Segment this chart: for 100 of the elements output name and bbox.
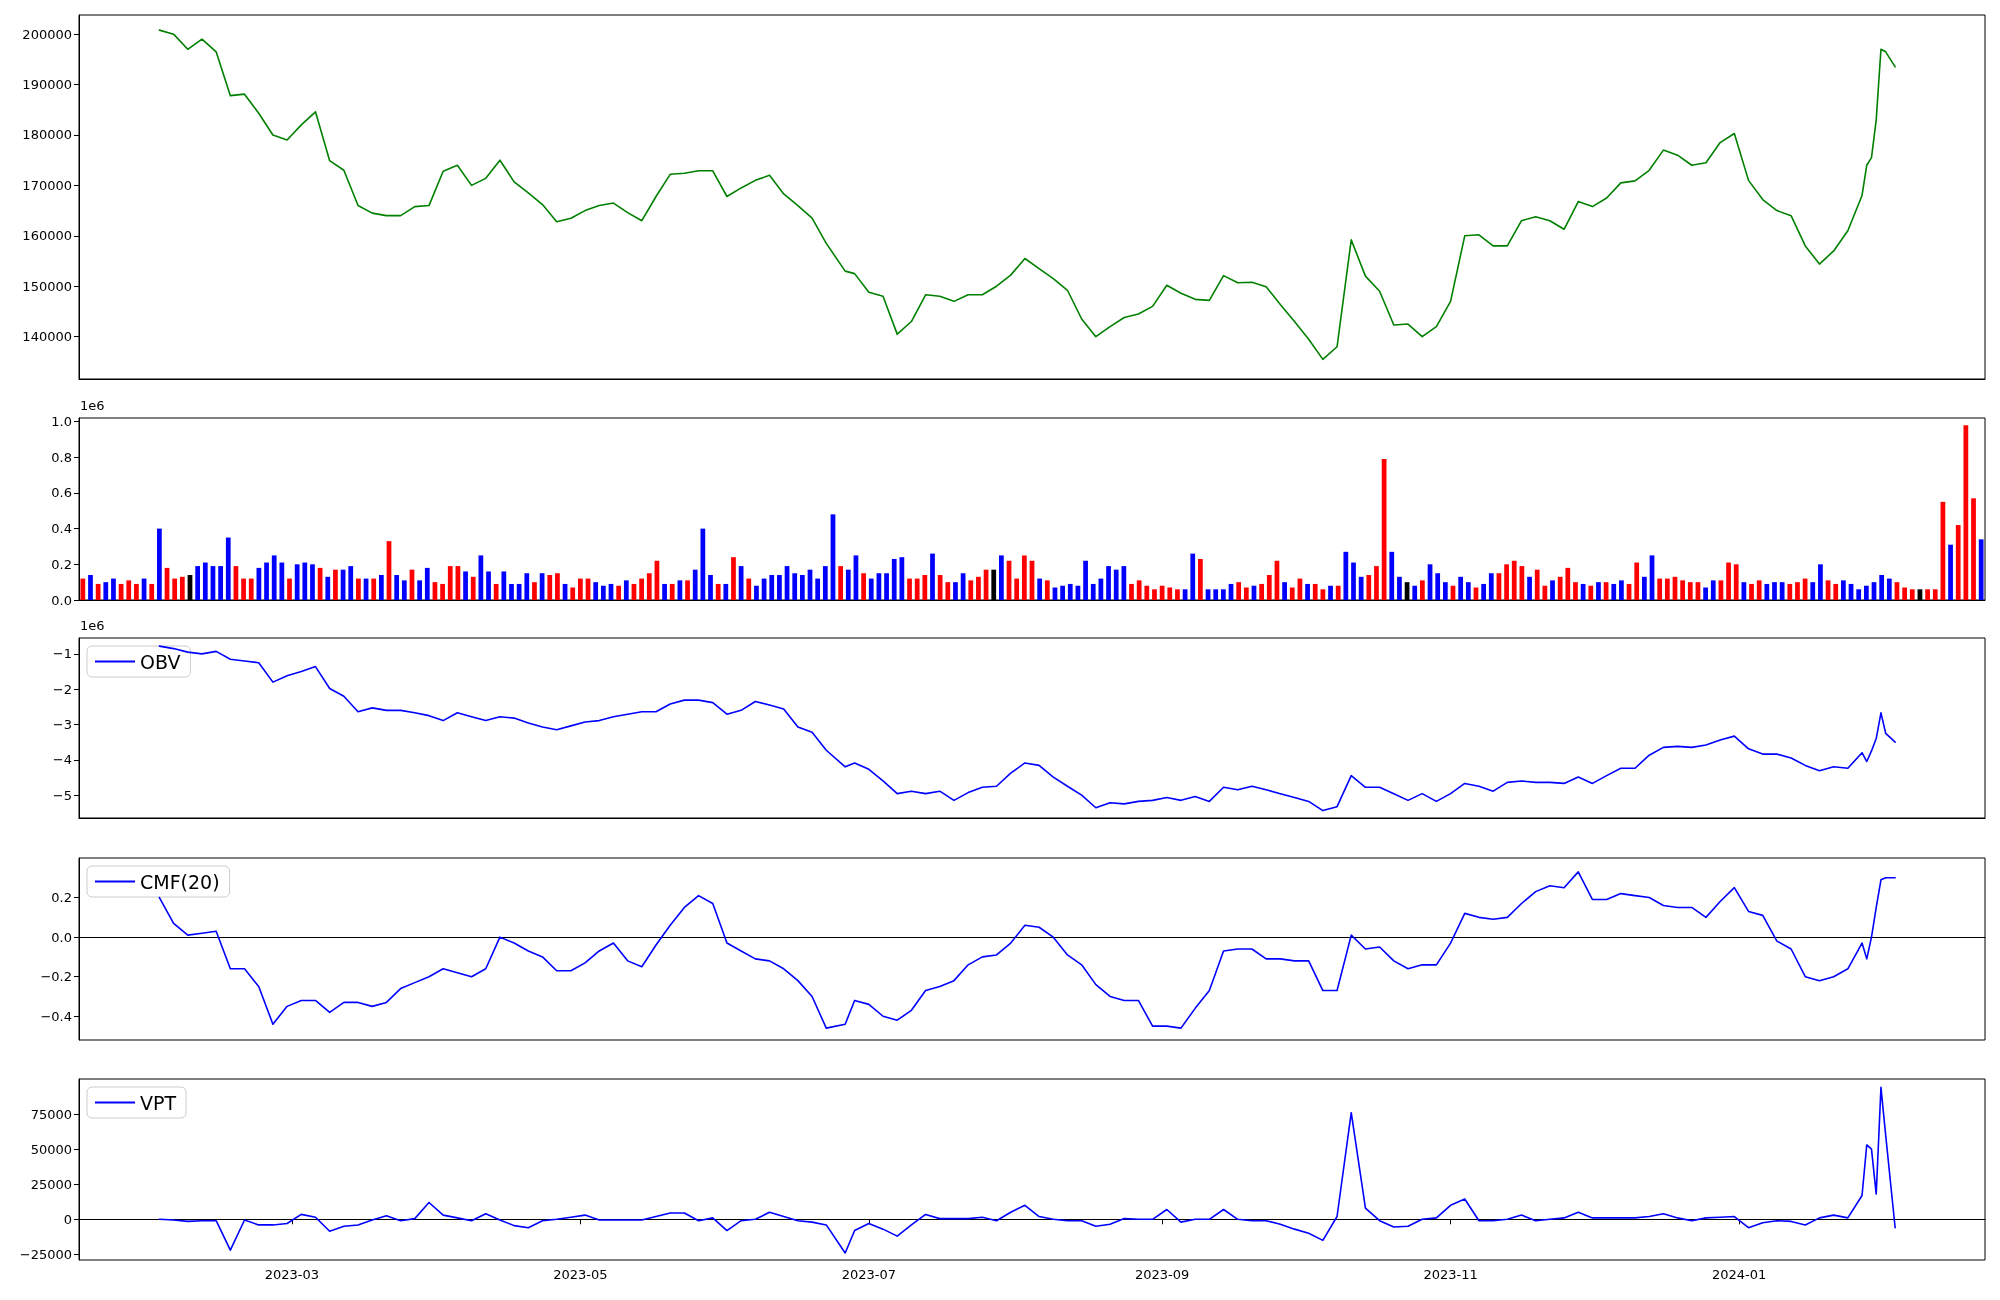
bar (822, 566, 828, 600)
bar (1573, 582, 1578, 600)
bar (1412, 585, 1418, 600)
bar (1511, 560, 1517, 600)
bar (348, 566, 354, 600)
bar (424, 567, 430, 600)
legend-label: CMF(20) (140, 870, 220, 893)
bar (1435, 573, 1441, 600)
bar (1978, 539, 1984, 600)
bar (1090, 583, 1096, 600)
bar (172, 578, 178, 600)
bar (623, 580, 629, 600)
bar (669, 583, 675, 600)
y-axis-title: 1e6 (80, 618, 105, 633)
bar (1879, 575, 1885, 600)
y-tick-label: 0.0 (51, 592, 72, 608)
bar (218, 566, 223, 600)
bar (1557, 576, 1563, 600)
bar (1733, 564, 1739, 600)
bar (1772, 582, 1777, 600)
bar (179, 576, 185, 600)
bar (838, 566, 844, 600)
bar (1106, 566, 1111, 600)
bar (769, 575, 775, 600)
bar (754, 585, 759, 600)
bar (493, 583, 499, 600)
y-tick-label: 190000 (22, 77, 72, 93)
bar (1335, 585, 1341, 600)
bar (1021, 555, 1027, 600)
bar (1213, 589, 1219, 600)
y-tick-label: 170000 (22, 177, 72, 193)
bar (271, 555, 277, 600)
bar (777, 575, 782, 600)
x-tick-label: 2023-03 (264, 1267, 319, 1282)
bar (1060, 585, 1065, 600)
bar (1266, 575, 1272, 600)
bar (1083, 560, 1088, 600)
bar (1243, 587, 1249, 600)
y-tick-label: 0.2 (51, 890, 72, 906)
bar (1886, 578, 1892, 600)
bar (1756, 580, 1762, 600)
bar (501, 571, 507, 600)
bar (1190, 553, 1196, 600)
bar (715, 583, 721, 600)
bar (1550, 580, 1555, 600)
bar (1420, 580, 1425, 600)
y-tick-label: 75000 (30, 1106, 72, 1122)
bar (685, 580, 690, 600)
bar (1014, 578, 1020, 600)
bar (111, 578, 116, 600)
x-tick-label: 2024-01 (1711, 1267, 1767, 1282)
bar (1129, 583, 1134, 600)
bar (1358, 576, 1364, 600)
bar (1113, 569, 1119, 600)
bar (1619, 580, 1624, 600)
bar (1458, 576, 1464, 600)
bar (463, 571, 468, 600)
bar (600, 585, 606, 600)
bar (1488, 573, 1494, 600)
bar (1932, 589, 1938, 600)
y-tick-label: 140000 (22, 329, 72, 345)
y-tick-label: −2 (52, 681, 72, 697)
bar (1710, 580, 1716, 600)
line-series (158, 29, 1896, 361)
bar (639, 578, 644, 600)
bar (1971, 498, 1976, 600)
bar (325, 576, 331, 600)
bar (1366, 575, 1372, 600)
bar (953, 582, 958, 600)
bar (202, 562, 208, 600)
bar (1198, 558, 1203, 600)
bar (134, 583, 139, 600)
bar (302, 562, 308, 600)
bar (378, 575, 384, 600)
bar (692, 569, 698, 600)
bar (470, 576, 476, 600)
bar (570, 587, 576, 600)
bar (1504, 564, 1509, 600)
bar (1909, 589, 1915, 600)
bar (555, 573, 560, 600)
bar (1856, 589, 1862, 600)
bar (371, 578, 377, 600)
bar (1312, 583, 1318, 600)
bar (700, 528, 706, 600)
y-tick-label: 0.0 (51, 929, 72, 945)
bar (1833, 583, 1839, 600)
bar (1067, 583, 1073, 600)
bar (593, 582, 599, 600)
bar (723, 583, 729, 600)
bar (1343, 551, 1349, 600)
bar (149, 583, 155, 600)
bar (937, 575, 943, 600)
bar (1374, 566, 1379, 600)
x-tick-label: 2023-07 (841, 1267, 896, 1282)
bar (1795, 582, 1800, 600)
y-tick-label: 150000 (22, 278, 72, 294)
y-tick-label: −1 (52, 646, 72, 662)
y-tick-label: −3 (52, 716, 72, 732)
bar (1634, 562, 1640, 600)
bar (1749, 583, 1754, 600)
